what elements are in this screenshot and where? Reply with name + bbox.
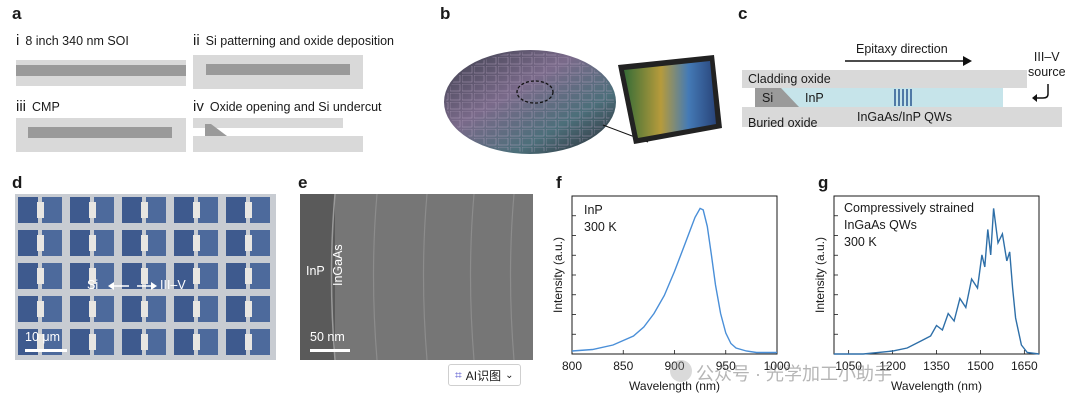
x-tick-label: 1500 (967, 359, 994, 373)
scale-label-d: 10 μm (25, 330, 60, 344)
x-tick-label: 1350 (923, 359, 950, 373)
inp-label: InP (805, 91, 824, 105)
step-ii: ii Si patterning and oxide deposition (193, 32, 395, 49)
si-undercut-shape (205, 124, 227, 136)
iii-v-image-label: III–V (160, 278, 186, 292)
panel-g-label: g (818, 173, 829, 192)
si-seed (755, 88, 799, 107)
y-axis-label: Intensity (a.u.) (551, 237, 565, 313)
x-axis-label: Wavelength (nm) (629, 379, 720, 393)
tem-image: InP InGaAs 50 nm (300, 194, 533, 360)
ai-scan-icon: ⌗ (455, 367, 462, 382)
epitaxy-direction-label: Epitaxy direction (856, 42, 948, 56)
step-iii: iii CMP (16, 98, 60, 115)
wafer-chip-grid (446, 52, 614, 152)
inp-tem-label: InP (306, 264, 325, 278)
x-tick-label: 950 (716, 359, 736, 373)
wafer-photo (444, 50, 722, 154)
x-tick-label: 1000 (764, 359, 791, 373)
x-axis-label: Wavelength (nm) (891, 379, 982, 393)
iii-v-source-label: III–V source (1028, 50, 1066, 79)
soi-si-layer (16, 65, 186, 76)
scale-label-e: 50 nm (310, 330, 345, 344)
panel-f-label: f (556, 173, 562, 192)
panel-b-label: b (440, 4, 451, 23)
chart-f: 800 850 900 950 1000 Wavelength (nm) Intensity… (551, 195, 791, 393)
qws-label: InGaAs/InP QWs (857, 110, 952, 124)
die-zoom-image (624, 61, 716, 138)
pl-spectrum-line (834, 208, 1040, 355)
si-label: Si (762, 91, 774, 105)
scale-bar-d (25, 349, 67, 352)
quantum-wells (894, 89, 912, 106)
cladding-oxide-label: Cladding oxide (748, 72, 831, 86)
panel-a-label: a (12, 4, 22, 23)
inp-channel (755, 88, 1003, 107)
ingaas-tem-label: InGaAs (331, 244, 345, 286)
pl-spectrum-line (571, 207, 777, 354)
cmp-si (28, 127, 172, 138)
x-tick-label: 900 (664, 359, 684, 373)
wechat-icon (670, 360, 692, 382)
x-tick-label: 1050 (835, 359, 862, 373)
si-image-label: Si (87, 278, 99, 292)
panel-c-label: c (738, 4, 748, 23)
zoom-circle (516, 80, 554, 104)
device-array (15, 194, 276, 360)
epitaxy-arrow (845, 56, 972, 66)
step-iv: iv Oxide opening and Si undercut (193, 98, 382, 115)
y-axis-label: Intensity (a.u.) (813, 237, 827, 313)
patterned-si (206, 64, 350, 75)
x-tick-label: 1200 (879, 359, 906, 373)
x-tick-label: 850 (613, 359, 633, 373)
x-tick-label: 1650 (1011, 359, 1038, 373)
chevron-down-icon: ⌄ (505, 369, 514, 381)
cladding-oxide-layer (742, 70, 1027, 88)
chart-f-annotation: InP 300 K (584, 203, 617, 234)
opened-oxide-top (193, 118, 343, 128)
buried-oxide-layer (742, 107, 1062, 127)
si-iiiv-arrows (108, 282, 157, 290)
microscope-image: Si III–V 10 μm (15, 194, 276, 360)
buried-oxide-label: Buried oxide (748, 116, 818, 130)
chart-g: 1050 1200 1350 1500 1650 Wavelength (nm) Inten… (813, 195, 1040, 393)
panel-e-label: e (298, 173, 308, 192)
chart-g-annotation: Compressively strained InGaAs QWs 300 K (844, 201, 974, 249)
source-arrow-icon (1032, 84, 1049, 102)
watermark: 公众号 · 光学加工小助手 (696, 364, 892, 384)
tem-layers (300, 194, 533, 360)
ai-recognize-button[interactable]: ⌗ AI识图 ⌄ (448, 364, 521, 386)
x-tick-label: 800 (562, 359, 582, 373)
opened-oxide-bottom (193, 136, 363, 152)
panel-d-label: d (12, 173, 23, 192)
scale-bar-e (310, 349, 350, 352)
